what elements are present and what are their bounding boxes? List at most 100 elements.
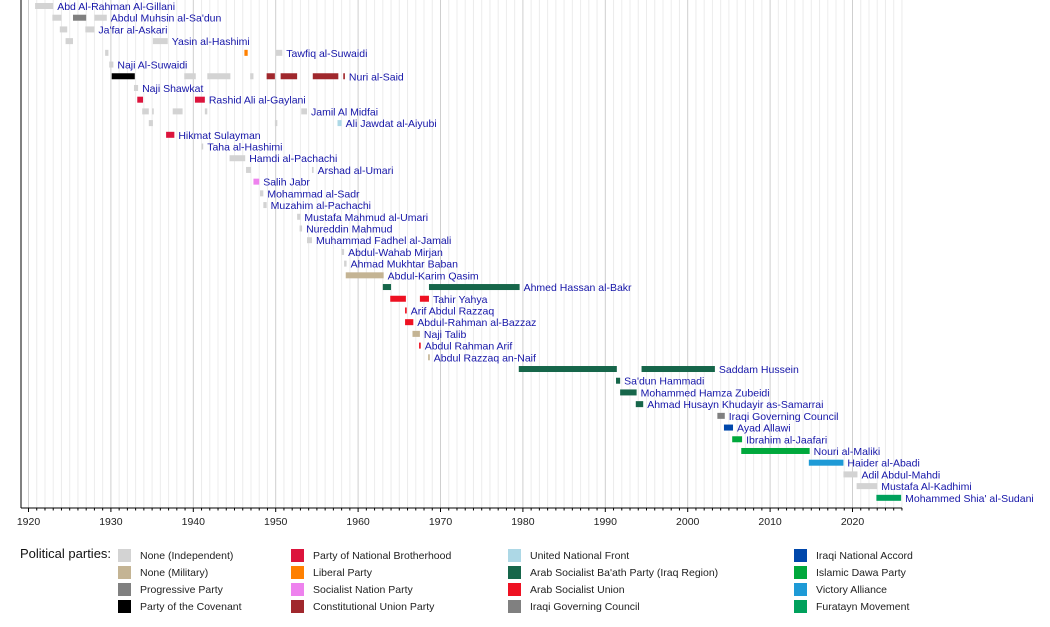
legend-swatch — [508, 600, 521, 613]
prime-minister-label: Ja'far al-Askari — [98, 24, 167, 36]
legend-label: Arab Socialist Union — [530, 583, 625, 596]
prime-minister-label: Tahir Yahya — [433, 294, 488, 306]
prime-minister-label: Abdul-Karim Qasim — [388, 270, 479, 282]
legend-swatch — [291, 566, 304, 579]
x-tick-label: 1950 — [264, 516, 288, 528]
prime-minister-label: Hikmat Sulayman — [178, 130, 260, 142]
legend-swatch — [794, 583, 807, 596]
prime-minister-label: Nouri al-Maliki — [814, 446, 881, 458]
prime-minister-label: Jamil Al Midfai — [311, 106, 378, 118]
term-bar — [341, 248, 345, 255]
prime-minister-label: Mohammad al-Sadr — [267, 188, 360, 200]
legend-label: Party of the Covenant — [140, 600, 242, 613]
term-bar — [635, 401, 644, 408]
legend-label: Iraqi National Accord — [816, 549, 913, 562]
legend-item: Furatayn Movement — [794, 600, 909, 613]
prime-minister-label: Ahmed Hassan al-Bakr — [524, 282, 632, 294]
prime-minister-label: Muzahim al-Pachachi — [271, 200, 371, 212]
prime-minister-label: Nureddin Mahmud — [306, 223, 393, 235]
x-tick-label: 1990 — [594, 516, 618, 528]
term-bar — [382, 284, 392, 291]
term-bar — [65, 38, 73, 45]
term-bar — [876, 494, 902, 501]
prime-minister-label: Abdul Razzaq an-Naif — [434, 352, 536, 364]
prime-minister-label: Mohammed Shia' al-Sudani — [905, 493, 1034, 505]
term-bar — [72, 14, 87, 21]
term-bar — [275, 49, 283, 56]
term-bar — [311, 166, 314, 173]
legend-item: Arab Socialist Ba'ath Party (Iraq Region… — [508, 566, 718, 579]
prime-minister-label: Naji Al-Suwaidi — [117, 60, 187, 72]
term-bar — [717, 412, 725, 419]
prime-minister-label: Mustafa Al-Kadhimi — [881, 481, 971, 493]
prime-minister-label: Tawfiq al-Suwaidi — [286, 48, 367, 60]
term-bar — [405, 307, 407, 314]
term-bar — [518, 366, 617, 373]
legend-item: None (Military) — [118, 566, 208, 579]
legend-swatch — [508, 583, 521, 596]
prime-minister-label: Naji Talib — [424, 329, 467, 341]
x-tick-label: 1960 — [346, 516, 370, 528]
legend-label: Islamic Dawa Party — [816, 566, 906, 579]
legend-swatch — [794, 600, 807, 613]
term-bar — [94, 14, 107, 21]
prime-minister-label: Abdul Rahman Arif — [425, 341, 513, 353]
legend-swatch — [291, 583, 304, 596]
prime-minister-label: Iraqi Governing Council — [729, 411, 839, 423]
legend-label: None (Military) — [140, 566, 209, 579]
x-tick-label: 1940 — [182, 516, 206, 528]
term-bar — [244, 49, 248, 56]
term-bar — [620, 389, 637, 396]
term-bar — [207, 73, 231, 80]
term-bar — [405, 319, 414, 326]
term-bar — [297, 213, 301, 220]
term-bar — [142, 108, 149, 115]
term-bar — [111, 73, 135, 80]
term-bar — [109, 61, 114, 68]
legend-item: Constitutional Union Party — [291, 600, 434, 613]
prime-minister-label: Saddam Hussein — [719, 364, 799, 376]
prime-minister-label: Yasin al-Hashimi — [172, 36, 250, 48]
term-bar — [337, 120, 342, 127]
legend-label: United National Front — [530, 549, 630, 562]
legend-item: Victory Alliance — [794, 583, 887, 596]
term-bar — [148, 120, 153, 127]
legend-item: Iraqi Governing Council — [508, 600, 640, 613]
legend-label: Constitutional Union Party — [313, 600, 435, 613]
term-bar — [266, 73, 275, 80]
prime-minister-label: Ahmad Mukhtar Baban — [351, 259, 459, 271]
prime-minister-label: Mustafa Mahmud al-Umari — [304, 212, 428, 224]
x-tick-label: 1920 — [17, 516, 41, 528]
term-bar — [808, 459, 844, 466]
legend-item: Islamic Dawa Party — [794, 566, 906, 579]
legend-swatch — [291, 549, 304, 562]
prime-minister-label: Ahmad Husayn Khudayir as-Samarrai — [647, 399, 823, 411]
term-bar — [344, 260, 347, 267]
x-tick-label: 1930 — [99, 516, 123, 528]
term-bar — [732, 436, 743, 443]
x-tick-label: 1970 — [429, 516, 453, 528]
term-bar — [412, 330, 420, 337]
term-bar — [299, 225, 303, 232]
term-bar — [52, 14, 62, 21]
term-bar — [229, 155, 246, 162]
term-bar — [152, 108, 154, 115]
legend-item: Iraqi National Accord — [794, 549, 913, 562]
legend-swatch — [118, 566, 131, 579]
term-bar — [137, 96, 144, 103]
legend-swatch — [291, 600, 304, 613]
legend-swatch — [118, 583, 131, 596]
legend-item: Arab Socialist Union — [508, 583, 625, 596]
term-bar — [166, 131, 175, 138]
term-bar — [301, 108, 308, 115]
term-bar — [253, 178, 260, 185]
prime-minister-label: Sa'dun Hammadi — [624, 376, 704, 388]
legend-swatch — [794, 566, 807, 579]
term-bar — [428, 354, 430, 361]
term-bar — [152, 38, 168, 45]
x-tick-label: 2000 — [676, 516, 700, 528]
term-bar — [204, 108, 208, 115]
legend-title: Political parties: — [20, 546, 112, 561]
term-bar — [723, 424, 734, 431]
term-bar — [105, 49, 109, 56]
